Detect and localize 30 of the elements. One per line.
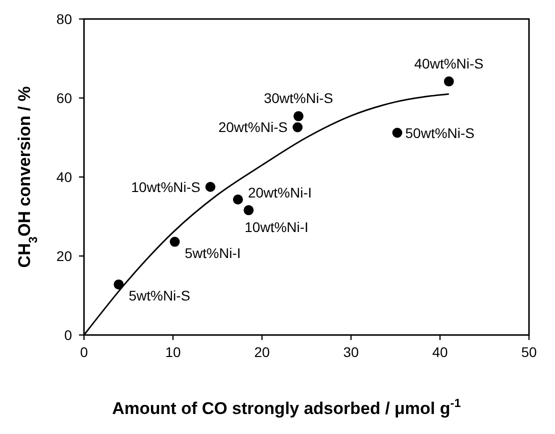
point xyxy=(114,279,124,290)
y-tick-label: 80 xyxy=(56,11,72,27)
annotation: 20wt%Ni-I xyxy=(248,184,312,201)
x-tick-label: 10 xyxy=(165,344,181,360)
y-tick-label: 40 xyxy=(56,169,72,185)
x-tick-label: 50 xyxy=(521,344,537,360)
annotation: 10wt%Ni-I xyxy=(244,219,308,236)
point xyxy=(444,76,454,86)
point xyxy=(293,111,304,122)
annotation: 10wt%Ni-S xyxy=(131,178,200,195)
annotation: 20wt%Ni-S xyxy=(218,119,288,136)
annotation: 40wt%Ni-S xyxy=(414,55,484,72)
x-tick-label: 40 xyxy=(432,344,448,360)
annotation: 30wt%Ni-S xyxy=(264,90,334,106)
x-tick-label: 0 xyxy=(80,344,88,360)
point xyxy=(292,122,303,132)
annotation: 50wt%Ni-S xyxy=(405,124,475,141)
point xyxy=(232,194,243,205)
x-tick-label: 30 xyxy=(343,344,359,360)
y-tick-label: 60 xyxy=(56,90,72,106)
x-tick-label: 20 xyxy=(254,344,270,360)
y-tick-label: 0 xyxy=(64,327,72,343)
point xyxy=(244,205,254,216)
annotation: 5wt%Ni-I xyxy=(184,244,241,261)
annotation: 5wt%Ni-S xyxy=(128,287,190,304)
x-axis-title: Amount of CO strongly adsorbed / μmol g$^{-1}$ xyxy=(112,396,462,418)
point xyxy=(170,236,180,247)
y-tick-label: 20 xyxy=(56,248,72,264)
point xyxy=(392,128,402,138)
point xyxy=(205,182,216,192)
